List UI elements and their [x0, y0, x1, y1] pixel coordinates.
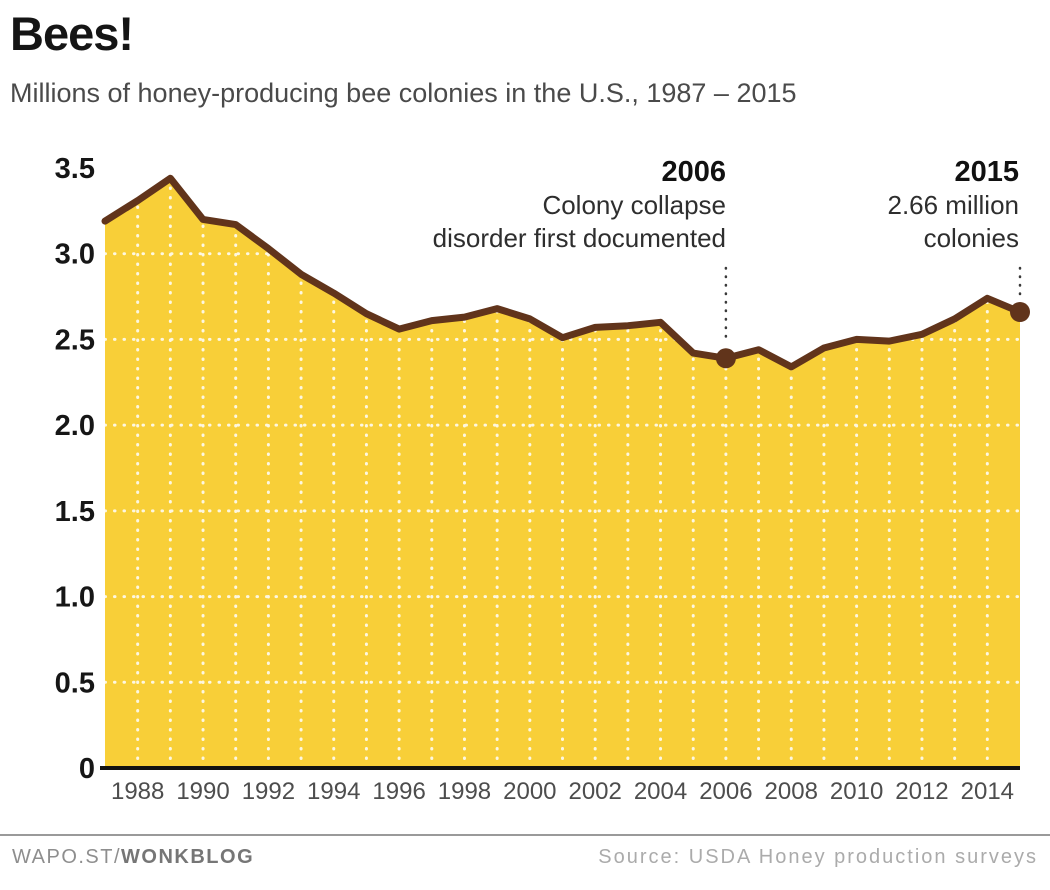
x-tick-label: 2010: [830, 778, 883, 805]
footer-brand-wonkblog: WONKBLOG: [121, 846, 255, 868]
x-tick-label: 2004: [634, 778, 687, 805]
annotation-2015-latest-value: 2015 2.66 million colonies: [887, 156, 1019, 255]
x-tick-label: 2012: [895, 778, 948, 805]
annotation-2015-text-line2: colonies: [923, 223, 1019, 253]
marker-dot-2006: [715, 348, 736, 369]
page-title: Bees!: [10, 7, 134, 60]
x-tick-label: 1992: [242, 778, 295, 805]
marker-dot-2015: [1010, 301, 1030, 322]
y-tick-label: 3.0: [55, 239, 95, 271]
annotation-2006-text-line2: disorder first documented: [432, 223, 726, 253]
y-tick-label: 1.0: [55, 582, 95, 614]
x-tick-label: 1998: [438, 778, 491, 805]
footer-brand: WAPO.ST/WONKBLOG: [12, 846, 254, 869]
annotation-2006-text-line1: Colony collapse: [542, 190, 726, 220]
y-tick-label: 3.5: [55, 153, 95, 185]
y-tick-label: 0: [79, 753, 95, 785]
footer-divider: [0, 834, 1050, 836]
y-tick-label: 0.5: [55, 667, 95, 699]
footer-brand-prefix: WAPO.ST/: [12, 846, 122, 868]
annotation-2015-year: 2015: [954, 156, 1019, 188]
footer-source: Source: USDA Honey production surveys: [598, 846, 1038, 868]
x-tick-label: 2008: [765, 778, 818, 805]
annotation-2015-text-line1: 2.66 million: [887, 190, 1019, 220]
x-tick-label: 1994: [307, 778, 360, 805]
x-tick-label: 2000: [503, 778, 556, 805]
page-subtitle: Millions of honey-producing bee colonies…: [10, 78, 797, 108]
trend-line: [101, 174, 1024, 371]
x-tick-label: 1988: [111, 778, 164, 805]
y-tick-label: 2.5: [55, 324, 95, 356]
y-tick-label: 2.0: [55, 410, 95, 442]
y-tick-label: 1.5: [55, 496, 95, 528]
annotation-2006-colony-collapse: 2006 Colony collapse disorder first docu…: [433, 156, 726, 255]
annotation-2006-year: 2006: [661, 156, 726, 188]
x-tick-label: 1990: [176, 778, 229, 805]
x-tick-label: 1996: [372, 778, 425, 805]
x-tick-label: 2006: [699, 778, 752, 805]
x-tick-label: 2014: [961, 778, 1014, 805]
x-tick-label: 2002: [568, 778, 621, 805]
